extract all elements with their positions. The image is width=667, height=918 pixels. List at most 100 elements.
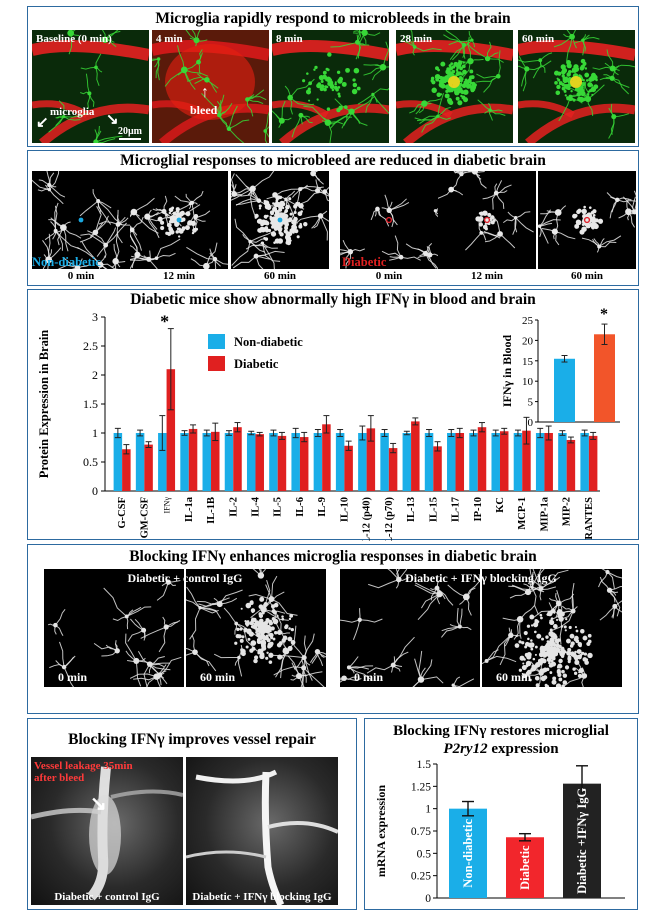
error-bar — [314, 429, 321, 437]
microglia-cell — [438, 173, 464, 199]
bar-nondiabetic — [491, 433, 500, 491]
error-bar — [456, 427, 463, 439]
microglia-cell — [80, 73, 95, 109]
microglia-cell — [303, 105, 352, 143]
bar-diabetic — [499, 431, 509, 491]
microglia-cluster — [554, 58, 599, 103]
error-bar — [501, 427, 508, 435]
blood-vessel — [272, 40, 389, 61]
vessel-leakage-annotation: Vessel leakage 35min after bleed — [34, 760, 133, 784]
microglia-cell — [483, 215, 516, 249]
bleed-core — [448, 76, 460, 88]
bar-nondiabetic — [535, 433, 545, 491]
group-label-diabetic: Diabetic — [342, 255, 387, 269]
microglia-cell — [475, 50, 501, 93]
microglia-cell — [177, 49, 203, 76]
microglia-cell — [340, 608, 383, 640]
panel-p2ry12: Blocking IFNγ restores microglial P2ry12… — [364, 718, 638, 910]
frame-time-label: 28 min — [400, 33, 433, 45]
group-label-blocking: Diabetic + IFNγ blocking IgG — [405, 571, 557, 585]
error-bar — [590, 431, 597, 440]
bar-nondiabetic — [402, 433, 412, 491]
bar-diabetic — [211, 431, 220, 491]
arrow-up-icon: ↑ — [201, 84, 209, 101]
microglia-cell — [93, 640, 120, 657]
panel-e-title: Blocking IFNγ improves vessel repair — [68, 731, 316, 748]
y-tick-label: 1 — [425, 804, 431, 816]
x-tick-label: IL-12 (p70) — [384, 496, 395, 541]
error-bar — [367, 415, 374, 442]
microglia-cluster — [475, 210, 496, 231]
x-tick-label: IL-2 — [228, 497, 239, 517]
bar-diabetic — [188, 428, 198, 491]
y-tick-label: 1.5 — [417, 759, 432, 771]
bar-diabetic — [344, 445, 353, 491]
microglia-cell — [143, 656, 171, 687]
microscopy-frame: Diabetic + control IgG — [31, 757, 183, 905]
frame-drawing — [482, 569, 622, 687]
error-bar — [470, 429, 477, 437]
x-tick-label: IL-17 — [451, 497, 462, 522]
microglia-cell — [608, 104, 630, 139]
legend: Non-diabetic Diabetic — [208, 334, 303, 371]
error-bar — [226, 430, 232, 436]
blood-vessel — [518, 100, 575, 119]
microglia-cell — [48, 217, 82, 252]
group-label-nondiabetic: Non-diabetic — [32, 255, 101, 269]
panel-f-gene: P2ry12 — [443, 741, 488, 757]
bar-diabetic — [322, 424, 331, 491]
bar-diabetic — [455, 433, 465, 491]
microscopy-frame — [231, 171, 329, 269]
microglia-cell — [414, 93, 452, 133]
blood-vessel — [267, 821, 338, 834]
bar-nondiabetic — [469, 433, 478, 491]
bar-nondiabetic — [558, 433, 567, 491]
panel-f-title-line1: Blocking IFNγ restores microglial — [393, 723, 609, 739]
x-tick-label: IP-10 — [473, 497, 484, 522]
bar-nondiabetic — [313, 433, 323, 491]
error-bar — [159, 415, 166, 451]
error-bar — [448, 429, 455, 437]
microglia-cell — [448, 31, 475, 61]
microglia-cell — [140, 616, 181, 653]
bar — [506, 837, 544, 898]
bar-nondiabetic — [580, 433, 589, 491]
x-tick-label: IL-1B — [206, 497, 217, 524]
bar-diabetic — [122, 449, 131, 491]
blood-vessel — [110, 789, 183, 799]
microglia-cell — [287, 655, 323, 687]
panel-diabetic-microglia: Microglial responses to microbleed are r… — [27, 150, 639, 286]
microglia-cell — [430, 579, 454, 606]
x-tick-label: IFNγ — [163, 497, 172, 514]
inset-error-bar — [561, 354, 568, 363]
microglia-cell — [127, 618, 147, 642]
error-bar — [203, 429, 210, 437]
microglia-cell — [232, 250, 285, 269]
bar-nondiabetic — [246, 433, 256, 491]
error-bar — [181, 430, 188, 436]
error-bar — [212, 422, 219, 442]
frame-drawing — [32, 30, 149, 143]
bleed-annotation: bleed — [190, 103, 218, 117]
frame-time-label: 8 min — [276, 33, 303, 45]
frame-drawing — [186, 769, 338, 905]
microglia-cell — [111, 232, 126, 269]
microglia-cell — [417, 246, 438, 259]
y-tick-label: 3 — [92, 310, 98, 324]
microglia-cell — [130, 197, 159, 234]
error-bar — [278, 431, 285, 440]
frame-caption: Diabetic + IFNγ blocking IgG — [192, 891, 332, 903]
x-tick-label: MCP-1 — [517, 497, 528, 530]
time-label: 60 min — [200, 670, 236, 684]
x-tick-label: IL-9 — [317, 497, 328, 517]
y-tick-label: 2 — [92, 368, 98, 382]
microglia-cell — [156, 576, 181, 601]
microglia-cell — [77, 241, 119, 269]
microglia-cell — [201, 93, 233, 128]
microscopy-frame — [538, 171, 636, 269]
blood-vessel — [186, 850, 267, 859]
arrow-icon: ↘ — [90, 793, 107, 815]
microglia-cell — [231, 173, 252, 199]
bar-diabetic — [277, 435, 287, 491]
bleed-marker — [277, 217, 283, 223]
